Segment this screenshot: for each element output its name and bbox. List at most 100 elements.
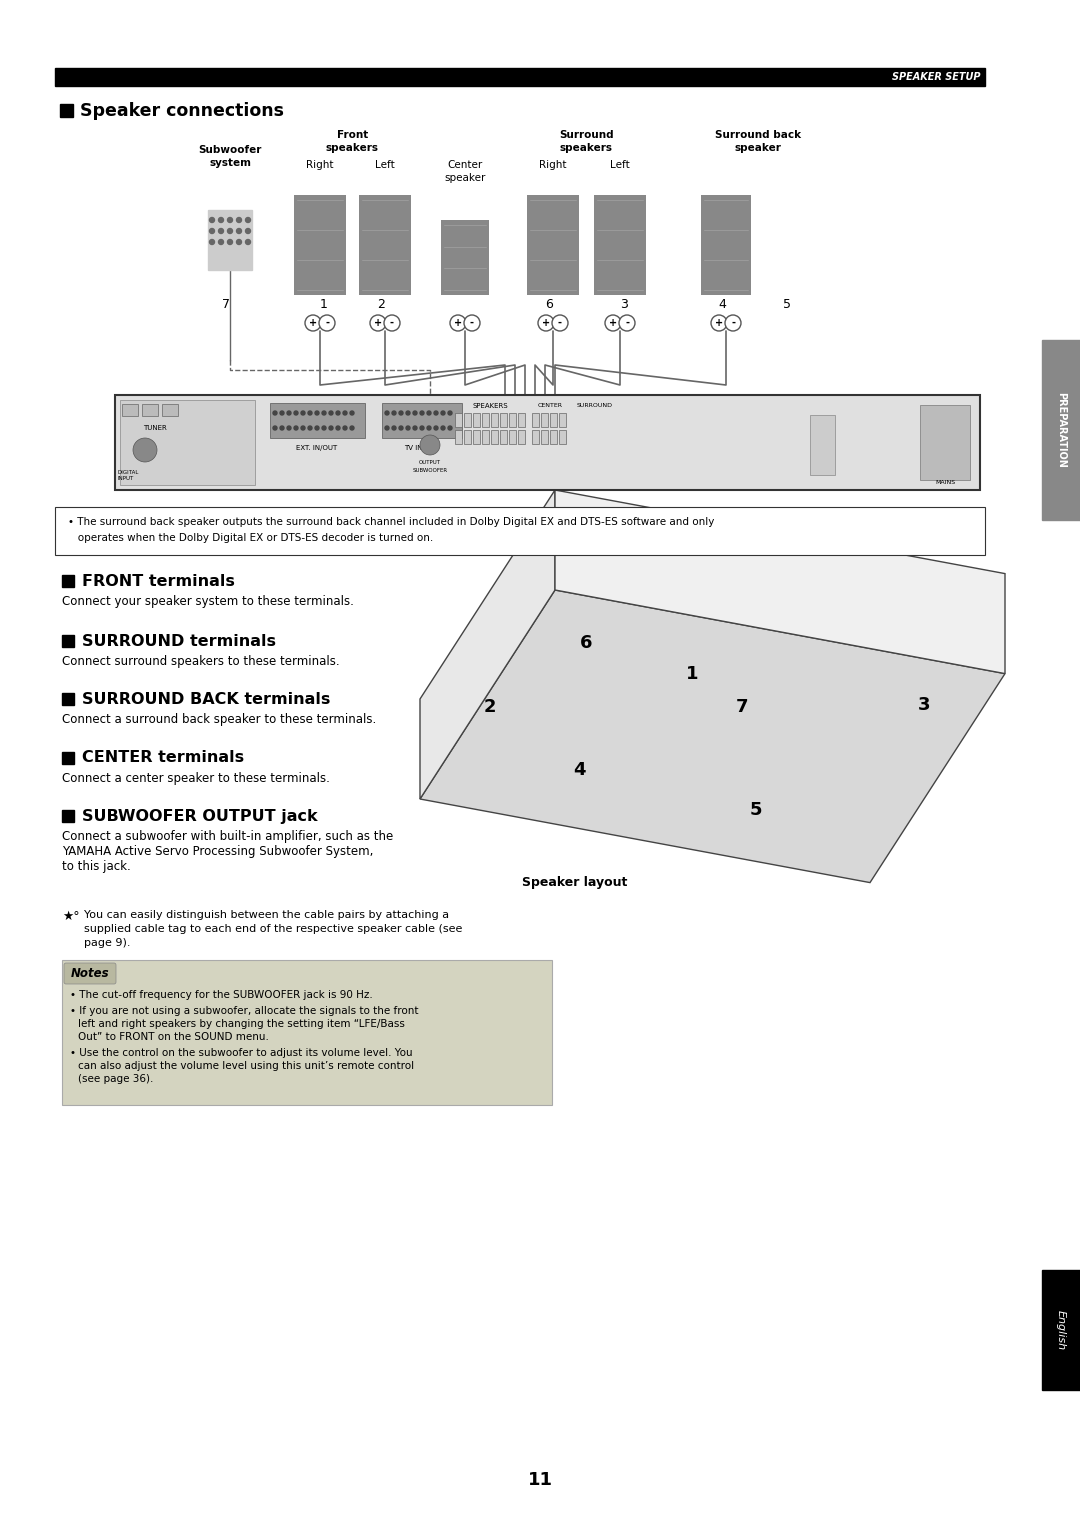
Text: can also adjust the volume level using this unit’s remote control: can also adjust the volume level using t… (78, 1060, 414, 1071)
Circle shape (619, 315, 635, 332)
Text: CENTER terminals: CENTER terminals (82, 750, 244, 766)
Circle shape (406, 411, 410, 416)
Circle shape (237, 240, 242, 244)
Circle shape (322, 426, 326, 429)
Circle shape (399, 426, 403, 429)
Circle shape (329, 411, 333, 416)
Text: 1: 1 (320, 298, 328, 312)
Text: system: system (210, 157, 251, 168)
Text: English: English (1056, 1309, 1066, 1351)
Text: 7: 7 (222, 298, 230, 312)
Text: DIGITAL
INPUT: DIGITAL INPUT (118, 471, 139, 481)
Text: • If you are not using a subwoofer, allocate the signals to the front: • If you are not using a subwoofer, allo… (70, 1005, 419, 1016)
Text: Front: Front (337, 130, 368, 141)
Text: TUNER: TUNER (144, 425, 167, 431)
Circle shape (384, 426, 389, 429)
Bar (482, 429, 489, 445)
FancyBboxPatch shape (64, 963, 116, 984)
Bar (509, 413, 516, 426)
Text: Speaker connections: Speaker connections (80, 101, 284, 119)
Bar (62, 810, 75, 822)
Bar (594, 196, 646, 295)
Text: -: - (390, 318, 394, 329)
Polygon shape (420, 590, 1005, 883)
Text: PREPARATION: PREPARATION (1056, 393, 1066, 468)
Bar (518, 413, 525, 426)
Circle shape (273, 426, 276, 429)
Text: Right: Right (539, 160, 567, 170)
Circle shape (392, 411, 396, 416)
Text: SPEAKERS: SPEAKERS (472, 403, 508, 410)
Bar (294, 196, 346, 295)
Circle shape (245, 217, 251, 223)
Circle shape (413, 426, 417, 429)
Polygon shape (420, 490, 555, 799)
Circle shape (427, 426, 431, 429)
Text: Connect a center speaker to these terminals.: Connect a center speaker to these termin… (62, 772, 329, 785)
Text: Out” to FRONT on the SOUND menu.: Out” to FRONT on the SOUND menu. (78, 1031, 269, 1042)
Text: +: + (609, 318, 617, 329)
Text: SURROUND: SURROUND (577, 403, 613, 408)
Text: (see page 36).: (see page 36). (78, 1074, 153, 1083)
Circle shape (308, 411, 312, 416)
Circle shape (218, 217, 224, 223)
Circle shape (434, 411, 438, 416)
Text: Left: Left (610, 160, 630, 170)
Circle shape (711, 315, 727, 332)
Text: operates when the Dolby Digital EX or DTS-ES decoder is turned on.: operates when the Dolby Digital EX or DT… (68, 533, 433, 542)
Text: Connect your speaker system to these terminals.: Connect your speaker system to these ter… (62, 594, 354, 608)
Circle shape (245, 240, 251, 244)
Bar (62, 960, 552, 1105)
Text: 3: 3 (918, 697, 930, 715)
Bar (1042, 1270, 1080, 1390)
Bar (491, 413, 498, 426)
Text: Connect a subwoofer with built-in amplifier, such as the: Connect a subwoofer with built-in amplif… (62, 830, 393, 843)
Bar (541, 413, 548, 426)
Bar (120, 400, 255, 484)
Bar (701, 196, 751, 295)
Text: Connect surround speakers to these terminals.: Connect surround speakers to these termi… (62, 656, 339, 668)
Text: SPEAKER SETUP: SPEAKER SETUP (891, 72, 980, 83)
Text: 4: 4 (718, 298, 726, 312)
Text: TV IN/OUT: TV IN/OUT (404, 445, 440, 451)
Circle shape (237, 229, 242, 234)
Circle shape (336, 411, 340, 416)
Text: You can easily distinguish between the cable pairs by attaching a: You can easily distinguish between the c… (84, 911, 449, 920)
Circle shape (294, 426, 298, 429)
Text: 5: 5 (783, 298, 791, 312)
Circle shape (448, 426, 453, 429)
Text: speakers: speakers (561, 144, 613, 153)
Text: 1: 1 (686, 665, 699, 683)
Text: Notes: Notes (70, 967, 109, 979)
Bar (527, 196, 579, 295)
Circle shape (294, 411, 298, 416)
Text: 5: 5 (750, 801, 762, 819)
Text: +: + (454, 318, 462, 329)
Text: page 9).: page 9). (84, 938, 131, 947)
Circle shape (464, 315, 480, 332)
Bar (382, 403, 462, 439)
Circle shape (218, 240, 224, 244)
Circle shape (315, 426, 319, 429)
Text: -: - (625, 318, 629, 329)
Bar (559, 413, 566, 426)
Bar (482, 413, 489, 426)
Circle shape (343, 426, 347, 429)
Text: supplied cable tag to each end of the respective speaker cable (see: supplied cable tag to each end of the re… (84, 924, 462, 934)
Circle shape (245, 229, 251, 234)
Circle shape (308, 426, 312, 429)
Text: OUTPUT: OUTPUT (419, 460, 441, 465)
Circle shape (287, 426, 291, 429)
Circle shape (301, 411, 305, 416)
Circle shape (538, 315, 554, 332)
Bar (1042, 341, 1080, 520)
Circle shape (343, 411, 347, 416)
Text: SUBWOOFER: SUBWOOFER (413, 468, 447, 474)
Text: Speaker layout: Speaker layout (522, 876, 627, 889)
Circle shape (450, 315, 465, 332)
Text: Subwoofer: Subwoofer (199, 145, 261, 154)
Text: Right: Right (307, 160, 334, 170)
Text: • The cut-off frequency for the SUBWOOFER jack is 90 Hz.: • The cut-off frequency for the SUBWOOFE… (70, 990, 373, 999)
Circle shape (413, 411, 417, 416)
Text: +: + (309, 318, 318, 329)
